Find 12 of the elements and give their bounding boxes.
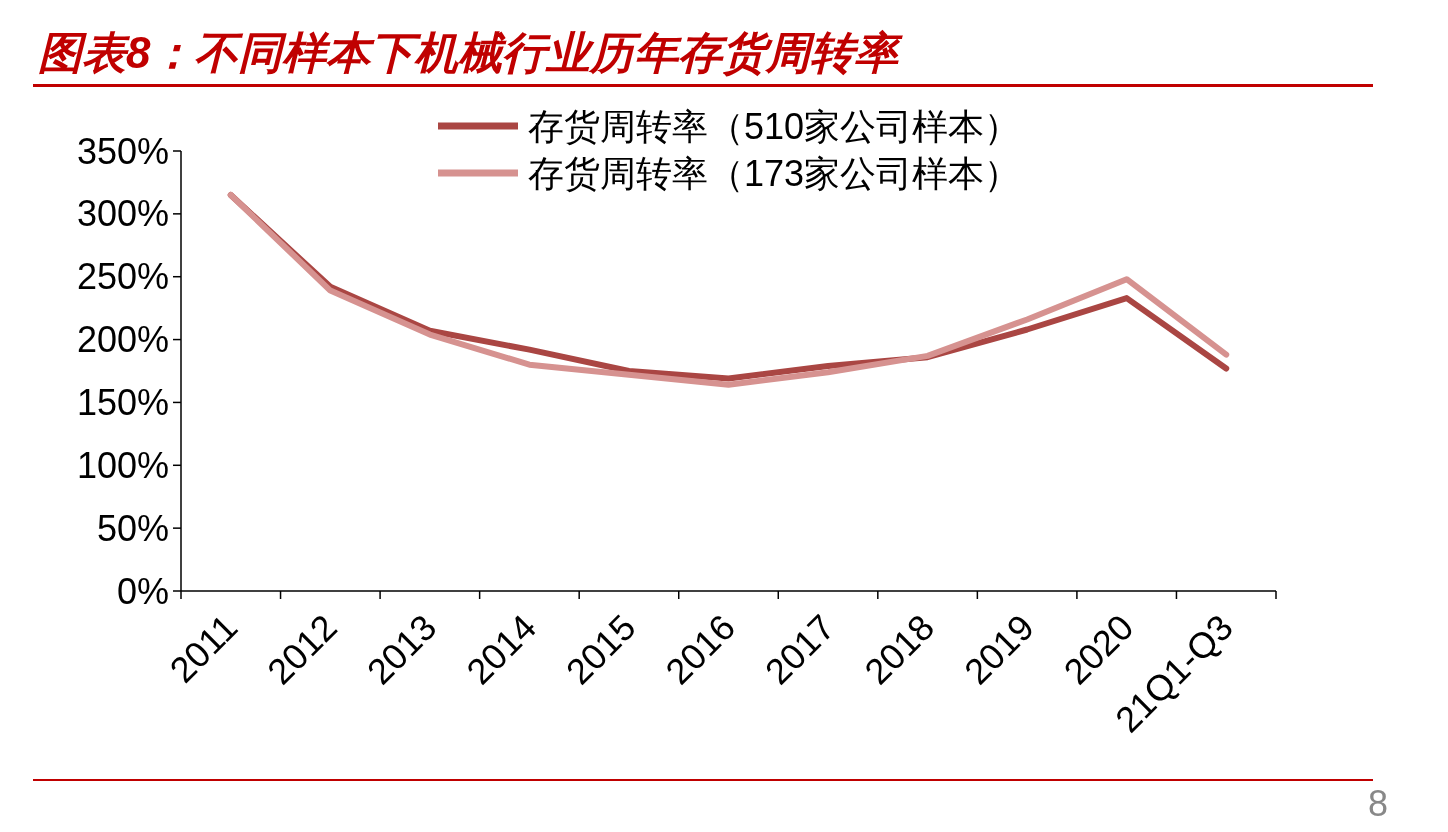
y-tick-label: 150%	[76, 382, 169, 424]
y-tick-label: 300%	[76, 193, 169, 235]
y-tick-label: 50%	[96, 507, 169, 549]
text: 8	[1367, 783, 1388, 824]
chart-title: 图表8：不同样本下机械行业历年存货周转率	[38, 28, 904, 77]
y-tick-label: 0%	[116, 570, 169, 612]
y-tick-label: 350%	[76, 130, 169, 172]
legend-label: 存货周转率（510家公司样本）	[528, 105, 1021, 147]
legend-label: 存货周转率（173家公司样本）	[528, 152, 1021, 194]
y-tick-label: 100%	[76, 444, 169, 486]
y-tick-label: 250%	[76, 256, 169, 298]
y-tick-label: 200%	[76, 319, 169, 361]
